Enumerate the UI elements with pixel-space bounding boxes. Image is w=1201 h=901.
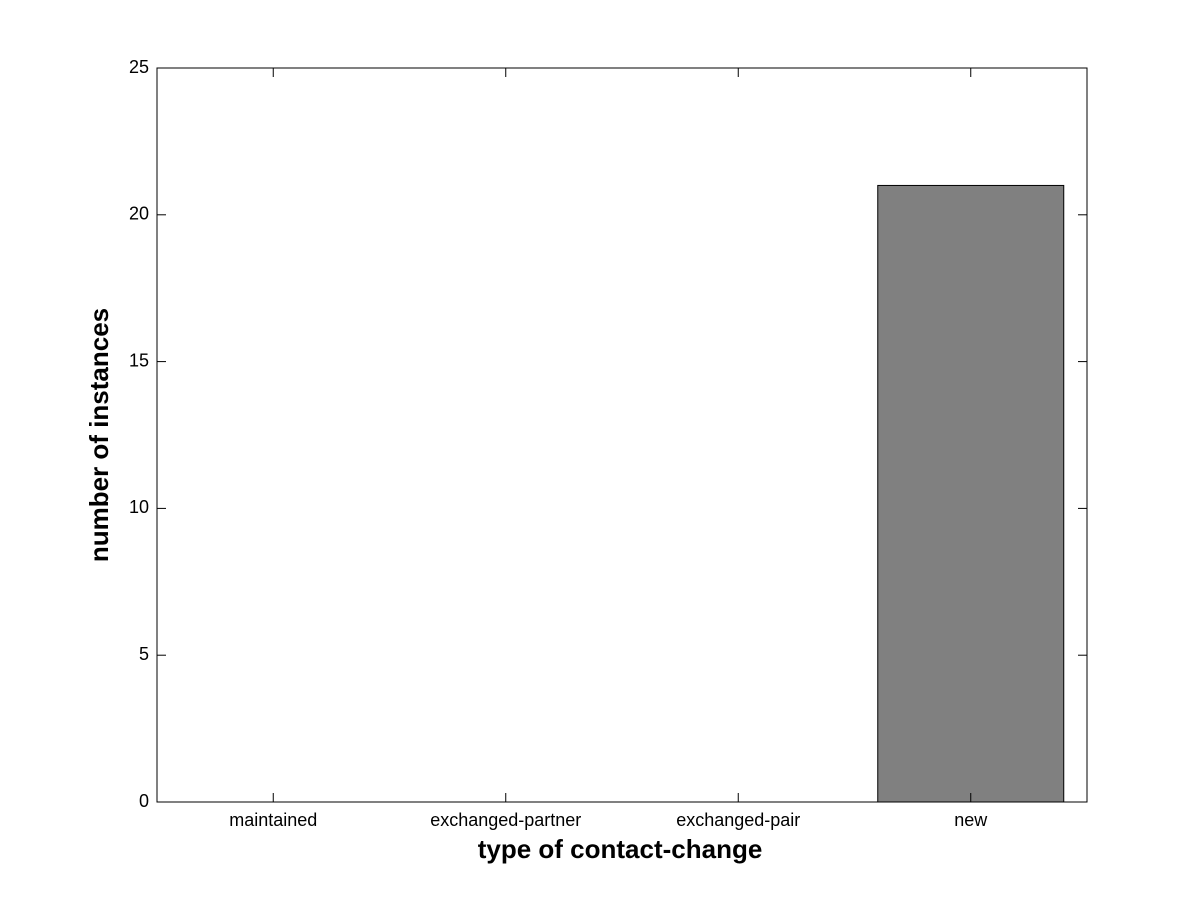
y-tick-label: 5 — [139, 644, 149, 664]
x-tick-label: maintained — [229, 810, 317, 830]
bar — [877, 184, 1065, 803]
x-tick-label: new — [954, 810, 988, 830]
x-axis-label: type of contact-change — [478, 834, 763, 864]
y-tick-label: 0 — [139, 791, 149, 811]
plot-frame — [156, 67, 1088, 803]
x-tick-label: exchanged-partner — [430, 810, 581, 830]
x-tick-label: exchanged-pair — [676, 810, 800, 830]
y-tick-label: 10 — [129, 497, 149, 517]
y-tick-label: 15 — [129, 350, 149, 370]
y-axis-label: number of instances — [84, 308, 114, 562]
y-tick-label: 25 — [129, 57, 149, 77]
y-tick-label: 20 — [129, 204, 149, 224]
